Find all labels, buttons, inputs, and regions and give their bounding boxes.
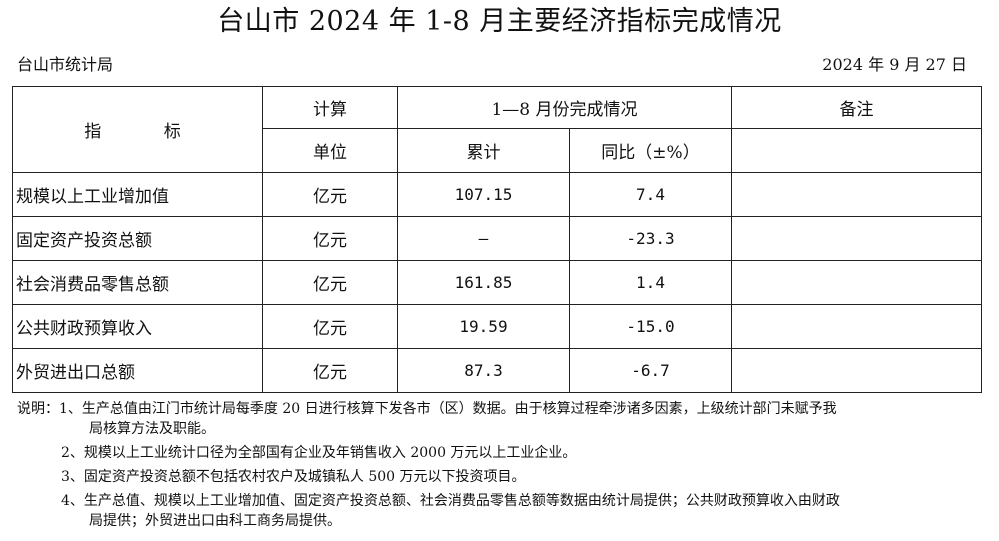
page-title: 台山市 2024 年 1-8 月主要经济指标完成情况	[217, 6, 782, 37]
yoy-value: 1.4	[568, 260, 733, 305]
indicator-name: 公共财政预算收入	[12, 304, 263, 349]
cumulative-value: –	[397, 216, 570, 261]
table-row: 固定资产投资总额 亿元 – -23.3	[12, 216, 983, 261]
unit-header-bottom: 单位	[262, 128, 398, 173]
notes-section: 说明： 1、生产总值由江门市统计局每季度 20 日进行核算下发各市（区）数据。由…	[17, 399, 979, 531]
note-3: 3、固定资产投资总额不包括农村农户及城镇私人 500 万元以下投资项目。	[61, 469, 526, 485]
indicator-name: 社会消费品零售总额	[12, 260, 263, 305]
remark-cell	[731, 304, 983, 349]
table-row: 规模以上工业增加值 亿元 107.15 7.4	[12, 172, 983, 217]
yoy-value: -15.0	[568, 304, 733, 349]
cumulative-value: 107.15	[397, 172, 570, 217]
indicator-name: 规模以上工业增加值	[12, 172, 263, 217]
note-1: 说明： 1、生产总值由江门市统计局每季度 20 日进行核算下发各市（区）数据。由…	[17, 399, 979, 419]
indicator-name: 固定资产投资总额	[12, 216, 263, 261]
indicator-header-a: 指	[84, 122, 102, 142]
yoy-value: -23.3	[568, 216, 733, 261]
cumulative-value: 19.59	[397, 304, 570, 349]
remarks-subheader-blank	[731, 128, 983, 173]
yoy-header: 同比（±%）	[568, 128, 733, 173]
indicators-table: 指 标 计算 1—8 月份完成情况 备注 单位 累计 同比（±%） 规模以上工业…	[12, 86, 983, 393]
remark-cell	[731, 216, 983, 261]
remark-cell	[731, 348, 983, 393]
report-date: 2024 年 9 月 27 日	[822, 55, 967, 74]
agency-name: 台山市统计局	[17, 55, 114, 74]
note-4-line-1: 4、生产总值、规模以上工业增加值、固定资产投资总额、社会消费品零售总额等数据由统…	[61, 493, 840, 509]
yoy-value: -6.7	[568, 348, 733, 393]
completion-header: 1—8 月份完成情况	[396, 86, 733, 129]
remark-cell	[731, 172, 983, 217]
indicator-header-cell: 指 标	[12, 86, 263, 173]
header-row-1: 指 标 计算 1—8 月份完成情况 备注	[12, 86, 983, 173]
note-2: 2、规模以上工业统计口径为全部国有企业及年销售收入 2000 万元以上工业企业。	[61, 445, 577, 461]
unit-cell: 亿元	[262, 216, 398, 261]
note-1-line-2: 局核算方法及职能。	[89, 421, 215, 437]
indicator-name: 外贸进出口总额	[12, 348, 263, 393]
unit-cell: 亿元	[262, 304, 398, 349]
unit-cell: 亿元	[262, 260, 398, 305]
yoy-value: 7.4	[568, 172, 733, 217]
unit-cell: 亿元	[262, 172, 398, 217]
note-4-line-2: 局提供；外贸进出口由科工商务局提供。	[89, 513, 341, 529]
table-row: 社会消费品零售总额 亿元 161.85 1.4	[12, 260, 983, 305]
indicator-header-b: 标	[163, 122, 181, 142]
header-row-2: 单位 累计 同比（±%）	[13, 128, 983, 173]
remark-cell	[731, 260, 983, 305]
note-1-line-1: 1、生产总值由江门市统计局每季度 20 日进行核算下发各市（区）数据。由于核算过…	[59, 401, 837, 417]
cumulative-value: 87.3	[397, 348, 570, 393]
cumulative-header: 累计	[397, 128, 570, 173]
cumulative-value: 161.85	[397, 260, 570, 305]
unit-cell: 亿元	[262, 348, 398, 393]
notes-label: 说明：	[17, 401, 59, 417]
unit-header-top: 计算	[262, 86, 398, 129]
remarks-header: 备注	[731, 86, 983, 129]
table-row: 公共财政预算收入 亿元 19.59 -15.0	[12, 304, 983, 349]
table-row: 外贸进出口总额 亿元 87.3 -6.7	[12, 348, 983, 393]
